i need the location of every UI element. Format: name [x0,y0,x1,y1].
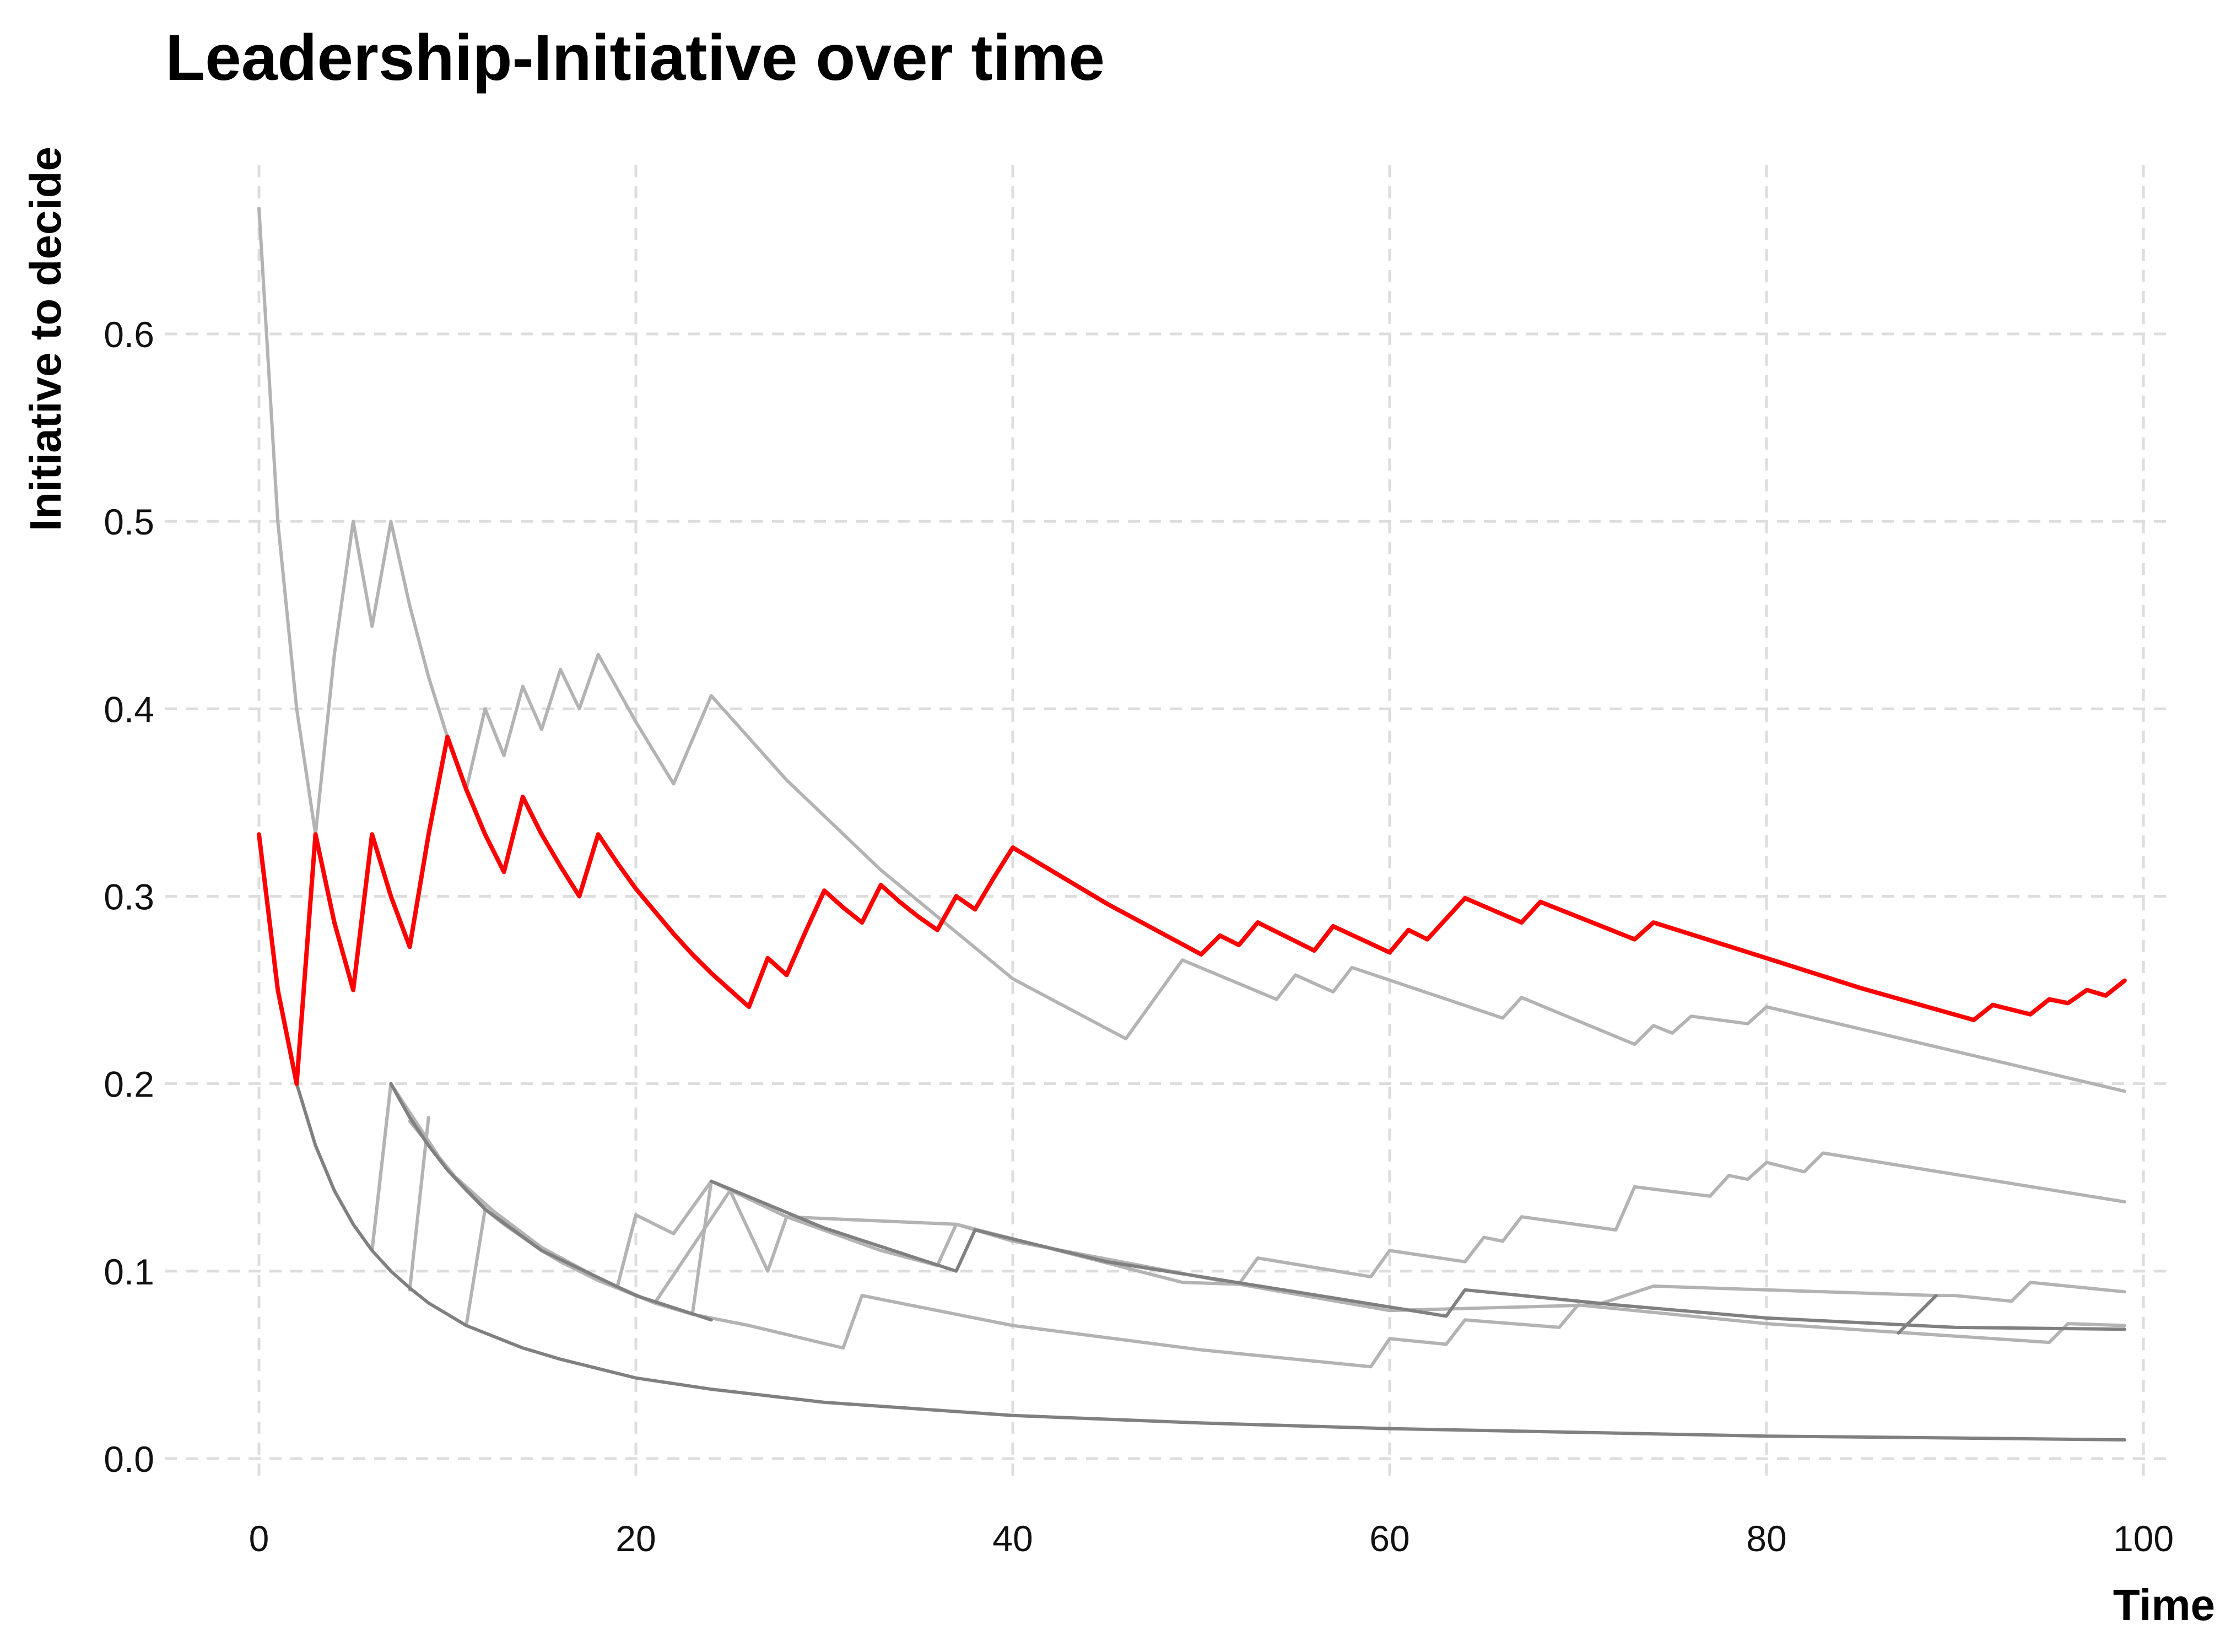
agent-series-line [615,1213,638,1290]
y-tick-label: 0.2 [104,1064,154,1105]
y-tick-label: 0.6 [104,314,154,355]
agent-series-line [1897,1294,1938,1335]
agent-series-line [370,1082,393,1253]
agent-series-line [465,1207,487,1327]
x-axis-ticks: 0 20 40 60 80 100 [249,1518,2174,1559]
agent-series-line [709,1179,2126,1331]
x-tick-label: 60 [1369,1518,1409,1559]
agent-series-line [690,1179,713,1316]
y-tick-label: 0.4 [104,689,154,730]
series-group [257,207,2127,1442]
highlight-series-line [257,735,2127,1086]
chart-title: Leadership-Initiative over time [165,21,1105,94]
x-axis-title: Time [2113,1580,2215,1629]
agent-series-line [257,207,2126,1093]
agent-series-line [408,1119,2126,1369]
agent-series-line [389,1082,713,1322]
x-tick-label: 0 [249,1518,269,1559]
grid-lines [165,165,2172,1478]
agent-series-line [295,1082,2126,1290]
x-tick-label: 20 [615,1518,656,1559]
x-tick-label: 40 [992,1518,1033,1559]
agent-series-line [295,1082,2126,1442]
agent-series-line [389,1082,2126,1313]
y-tick-label: 0.3 [104,877,154,917]
y-tick-label: 0.1 [104,1251,154,1292]
agent-series-line [408,1115,430,1292]
y-tick-label: 0.5 [104,501,154,542]
y-axis-ticks: 0.0 0.1 0.2 0.3 0.4 0.5 0.6 [104,314,154,1480]
y-axis-title: Initiative to decide [21,147,70,531]
y-tick-label: 0.0 [104,1439,154,1480]
x-tick-label: 80 [1746,1518,1786,1559]
x-tick-label: 100 [2113,1518,2174,1559]
